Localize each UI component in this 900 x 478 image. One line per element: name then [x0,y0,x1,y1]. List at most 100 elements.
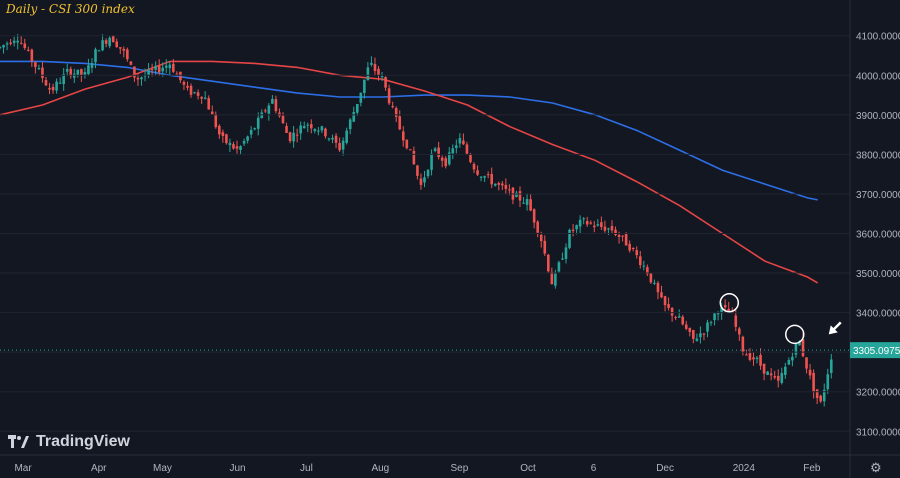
candle-body [699,333,702,338]
candle-body [805,357,808,369]
candle-body [752,357,755,360]
candle-body [433,148,437,151]
candle-body [267,105,271,114]
candle-body [384,76,387,88]
candle-body [122,48,126,51]
candle-body [692,330,695,339]
candle-body [674,317,677,319]
candle-body [578,219,582,227]
gear-icon[interactable]: ⚙ [870,460,882,475]
y-tick-label: 3600.0000 [856,230,900,241]
candle-body [741,336,745,352]
candle-body [564,247,568,259]
candle-body [684,324,688,329]
y-tick-label: 3800.0000 [856,150,900,161]
candle-body [667,304,670,308]
candle-body [656,282,660,293]
candle-body [518,191,522,201]
candle-body [769,373,773,376]
candle-body [745,354,748,356]
candle-body [670,307,674,316]
candle-body [387,88,391,104]
candle-body [246,136,249,141]
candle-body [391,106,394,108]
candle-body [179,71,182,81]
candle-body [815,389,819,398]
candle-body [766,371,769,375]
candle-body [359,92,363,103]
candle-body [133,66,136,78]
candle-body [791,356,794,361]
candle-body [759,354,762,366]
x-tick-label: Aug [371,463,389,474]
candle-body [355,103,359,113]
candle-body [476,170,479,175]
candle-body [720,306,723,314]
candle-body [688,328,692,332]
candle-body [416,165,419,176]
y-tick-label: 3900.0000 [856,111,900,122]
candle-body [501,183,504,186]
candle-body [218,125,221,135]
arrow-annotation [828,321,842,335]
candle-body [787,360,791,365]
x-tick-label: Mar [14,463,32,474]
candle-body [161,67,165,72]
y-tick-label: 3700.0000 [856,190,900,201]
candle-body [320,126,324,131]
candle-body [288,132,292,142]
candle-body [497,183,501,185]
candle-body [48,87,51,90]
x-tick-label: Dec [656,463,674,474]
candle-body [780,372,784,383]
candle-body [214,113,218,128]
candle-body [547,254,550,272]
candle-body [373,64,377,71]
candle-body [822,389,826,402]
candle-body [97,50,101,52]
candle-body [345,130,348,143]
candle-body [108,37,111,47]
y-tick-label: 3400.0000 [856,309,900,320]
candle-body [585,220,589,225]
candle-body [819,395,822,402]
candle-body [603,226,607,231]
candle-body [525,199,529,205]
x-tick-label: 2024 [733,463,756,474]
candle-body [302,126,306,129]
y-tick-label: 3500.0000 [856,269,900,280]
candle-body [58,82,62,84]
candle-body [543,240,547,254]
candle-body [635,250,639,256]
candle-body [592,225,596,228]
candle-body [118,47,122,49]
candle-body [755,357,759,360]
candle-body [419,178,423,185]
candle-body [285,125,288,133]
x-tick-label: Oct [520,463,536,474]
candle-body [172,63,175,72]
candle-body [801,339,805,357]
candle-body [808,369,812,376]
candle-body [363,79,366,94]
candle-body [490,174,494,185]
candle-body [709,322,713,324]
candle-body [596,224,600,226]
candle-body [653,282,656,284]
candle-body [646,267,649,275]
candle-body [12,40,16,43]
y-tick-label: 3200.0000 [856,388,900,399]
candle-body [175,73,179,75]
candle-body [440,157,444,161]
last-price-badge [850,342,900,359]
candle-body [469,154,472,163]
last-price-label: 3305.0975 [853,346,900,357]
candle-body [702,333,706,335]
x-tick-label: Jul [300,463,313,474]
candle-body [41,67,44,79]
candle-body [9,42,12,44]
candle-body [348,119,352,130]
candle-body [423,177,426,183]
